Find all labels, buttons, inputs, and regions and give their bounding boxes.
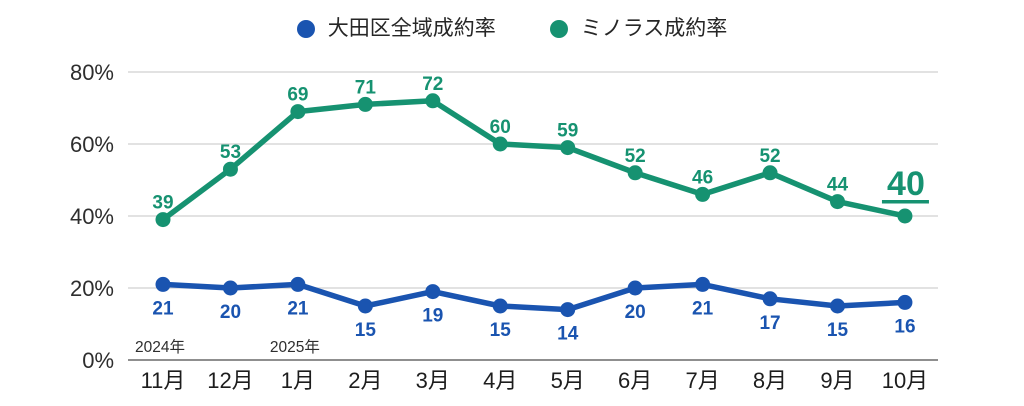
- legend-label-ota-ku: 大田区全域成約率: [327, 17, 496, 40]
- data-point: [695, 186, 711, 202]
- data-point: [290, 104, 306, 120]
- x-tick-label: 9月: [820, 368, 854, 393]
- x-tick-label: 6月: [618, 368, 652, 393]
- x-tick-label: 2月: [348, 368, 382, 393]
- x-tick-label: 8月: [753, 368, 787, 393]
- value-label: 21: [152, 298, 174, 319]
- data-point: [560, 140, 576, 156]
- value-label: 69: [287, 85, 308, 106]
- data-point: [830, 194, 845, 210]
- legend-item-ota-ku: 大田区全域成約率: [296, 17, 496, 40]
- x-tick-label: 7月: [685, 368, 719, 393]
- y-tick-label: 80%: [70, 60, 114, 85]
- data-point: [492, 136, 508, 152]
- year-label: 2025年: [270, 338, 320, 356]
- value-label: 71: [355, 77, 377, 98]
- x-tick-label: 11月: [141, 368, 186, 393]
- value-label: 52: [759, 146, 780, 167]
- data-point: [695, 276, 711, 292]
- value-label: 16: [894, 316, 915, 337]
- data-point: [425, 93, 441, 109]
- value-label: 17: [759, 313, 780, 334]
- value-label: 52: [625, 146, 646, 167]
- y-tick-label: 60%: [70, 132, 114, 157]
- x-tick-label: 5月: [551, 368, 585, 393]
- x-tick-label: 12月: [207, 368, 253, 393]
- value-label: 59: [557, 121, 578, 142]
- y-tick-label: 20%: [70, 276, 114, 301]
- value-label: 15: [490, 320, 512, 341]
- y-tick-label: 0%: [82, 348, 114, 373]
- data-point: [357, 298, 373, 314]
- data-point: [155, 212, 171, 228]
- value-label: 21: [692, 298, 714, 319]
- data-point: [357, 96, 373, 112]
- highlight-value-label: 40: [887, 165, 925, 203]
- value-label: 72: [422, 74, 443, 95]
- data-point: [222, 280, 238, 296]
- value-label: 46: [692, 167, 713, 188]
- value-label: 21: [287, 298, 309, 319]
- legend-marker-circle-blue: [296, 19, 315, 38]
- chart-legend: 大田区全域成約率 ミノラス成約率: [0, 18, 1024, 39]
- legend-item-minorasu: ミノラス成約率: [549, 17, 728, 40]
- x-tick-label: 10月: [882, 368, 928, 393]
- data-point: [897, 294, 913, 310]
- data-point: [560, 302, 576, 318]
- highlight-underline: [881, 200, 929, 204]
- data-point: [627, 280, 643, 296]
- data-point: [290, 276, 306, 292]
- value-label: 19: [422, 306, 443, 327]
- data-point: [425, 284, 441, 300]
- year-label: 2024年: [135, 338, 185, 356]
- series-line: [160, 281, 908, 313]
- data-point: [762, 165, 778, 181]
- legend-label-minorasu: ミノラス成約率: [580, 17, 728, 40]
- series-line: [160, 98, 908, 223]
- data-point: [222, 161, 238, 177]
- x-tick-label: 3月: [416, 368, 450, 393]
- value-label: 15: [355, 320, 377, 341]
- value-label: 60: [490, 117, 511, 138]
- x-tick-label: 4月: [483, 368, 517, 393]
- y-tick-label: 40%: [70, 204, 114, 229]
- value-label: 20: [220, 302, 241, 323]
- value-label: 39: [152, 193, 173, 214]
- data-point: [492, 298, 508, 314]
- legend-marker-circle-green: [549, 19, 568, 38]
- value-label: 44: [827, 175, 849, 196]
- value-label: 15: [827, 320, 849, 341]
- x-tick-label: 1月: [281, 368, 315, 393]
- value-label: 53: [220, 142, 241, 163]
- value-label: 14: [557, 324, 579, 345]
- data-point: [830, 298, 845, 314]
- data-point: [897, 208, 913, 224]
- data-point: [155, 276, 171, 292]
- data-point: [627, 165, 643, 181]
- data-point: [762, 291, 778, 307]
- value-label: 20: [625, 302, 646, 323]
